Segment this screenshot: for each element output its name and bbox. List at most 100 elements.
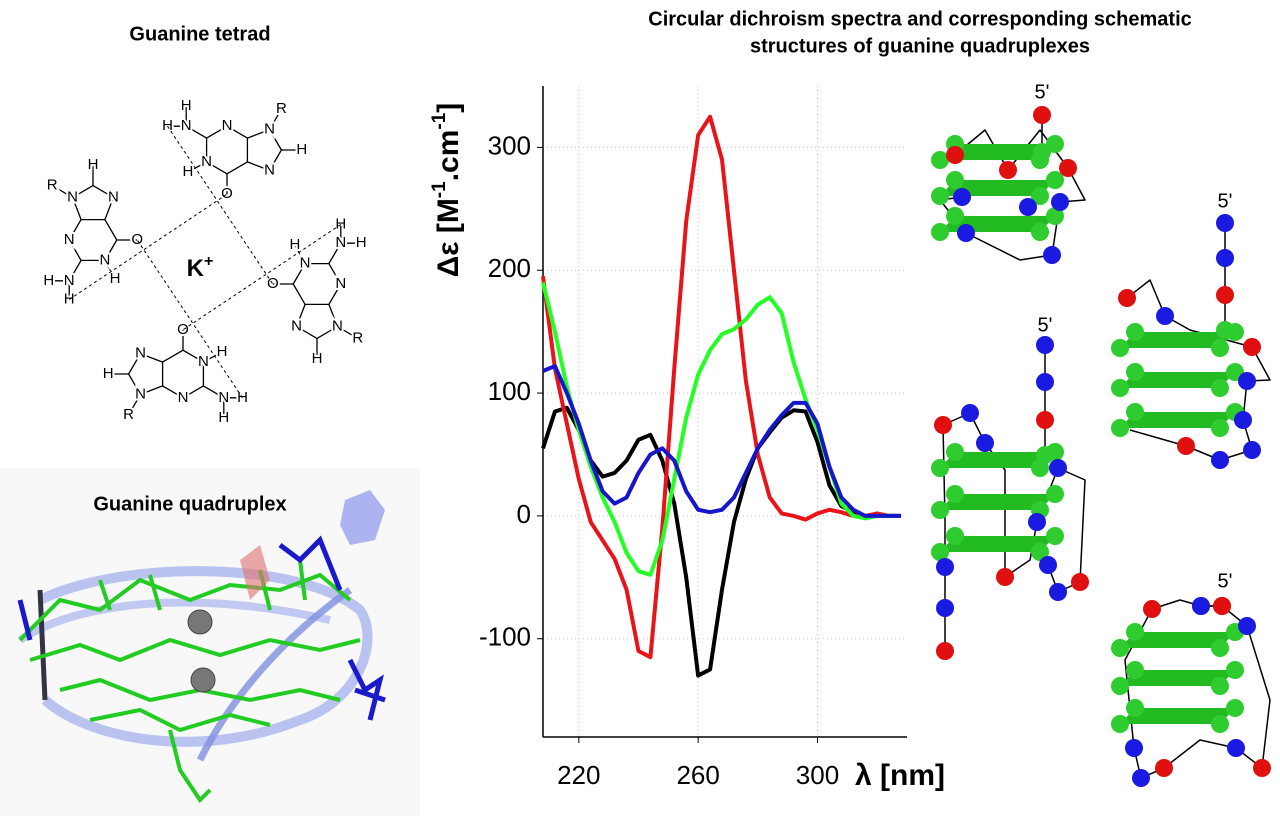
- strand-label: 5': [1218, 570, 1233, 592]
- guanine: [1031, 223, 1049, 241]
- nucleotide: [1238, 372, 1256, 390]
- bond: [104, 260, 116, 280]
- guanine: [1211, 677, 1229, 695]
- bond: [72, 185, 94, 199]
- guanine: [1126, 623, 1144, 641]
- atom-label: H: [218, 409, 229, 426]
- atom-label: N: [335, 275, 346, 292]
- atom-label: H: [88, 156, 99, 173]
- nucleotide: [1156, 307, 1174, 325]
- guanine: [1046, 207, 1064, 225]
- guanine: [1211, 339, 1229, 357]
- guanine: [1111, 339, 1129, 357]
- nucleotide: [1192, 597, 1210, 615]
- atom-label: R: [123, 406, 134, 423]
- nucleotide: [1216, 249, 1234, 267]
- nucleotide: [934, 416, 952, 434]
- bond: [187, 161, 207, 173]
- tetrad-title: Guanine tetrad: [129, 23, 270, 45]
- bond: [203, 351, 223, 363]
- bond: [71, 197, 82, 220]
- atom-label: O: [131, 231, 143, 248]
- bond: [226, 161, 248, 175]
- atom-label: N: [332, 317, 343, 334]
- nucleotide: [1051, 193, 1069, 211]
- atom-label: H: [103, 365, 114, 382]
- nucleotide: [1227, 739, 1245, 757]
- bond: [268, 149, 282, 171]
- hydrogen-bond: [182, 224, 342, 331]
- atom-label: N: [291, 317, 302, 334]
- x-axis-label: λ [nm]: [855, 759, 945, 792]
- atom-label: N: [181, 117, 192, 134]
- nucleotide: [1132, 769, 1150, 787]
- guanine: [1226, 661, 1244, 679]
- bond: [140, 385, 163, 396]
- nucleotide: [1213, 597, 1231, 615]
- tetrad-plane: [1120, 708, 1235, 724]
- tetrad-plane: [1120, 670, 1235, 686]
- guanine: [931, 151, 949, 169]
- bond: [292, 283, 306, 305]
- y-label-part: ]: [432, 103, 465, 113]
- nucleotide: [1039, 556, 1057, 574]
- guanine: [1126, 699, 1144, 717]
- guanine: [1211, 379, 1229, 397]
- bond: [162, 349, 184, 363]
- bond: [128, 373, 142, 395]
- nucleotide: [1049, 583, 1067, 601]
- atom-label: R: [352, 329, 363, 346]
- bond: [328, 242, 342, 264]
- guanine: [931, 543, 949, 561]
- bond: [295, 304, 306, 327]
- guanine: [1211, 419, 1229, 437]
- nucleotide: [1216, 286, 1234, 304]
- nucleotide: [1033, 143, 1051, 161]
- nucleotide: [1216, 214, 1234, 232]
- bond: [68, 239, 82, 261]
- bond: [268, 108, 282, 130]
- nucleotide: [936, 558, 954, 576]
- bond: [128, 353, 142, 375]
- atom-label: H: [181, 97, 192, 114]
- bond: [68, 260, 82, 282]
- guanine: [931, 501, 949, 519]
- atom-label: N: [64, 231, 75, 248]
- nucleotide: [946, 146, 964, 164]
- bond: [328, 304, 339, 327]
- guanine: [1111, 419, 1129, 437]
- atom-label: N: [300, 255, 311, 272]
- atom-label: O: [177, 321, 189, 338]
- nucleotide: [1238, 617, 1256, 635]
- guanine: [1126, 661, 1144, 679]
- atom-label: H: [296, 141, 307, 158]
- hydrogen-bond: [136, 239, 243, 399]
- hydrogen-bond: [167, 125, 274, 285]
- atom-label: N: [67, 188, 78, 205]
- atom-label: N: [135, 345, 146, 362]
- atom-label: N: [218, 389, 229, 406]
- y-label-part: Δε [M: [432, 198, 465, 277]
- bond: [337, 325, 359, 339]
- bond: [292, 263, 306, 285]
- guanine: [1126, 363, 1144, 381]
- bond: [128, 394, 142, 416]
- atom-label: H: [43, 272, 54, 289]
- nucleotide: [1211, 451, 1229, 469]
- atom-label: N: [135, 385, 146, 402]
- atom-label: H: [162, 117, 173, 134]
- tetrad-plane: [940, 452, 1055, 468]
- atom-label: H: [110, 270, 121, 287]
- y-axis-label: Δε [M-1.cm-1]: [429, 103, 465, 278]
- bond: [68, 219, 82, 241]
- bond: [247, 161, 270, 172]
- nucleotide: [1036, 411, 1054, 429]
- nucleotide: [1059, 159, 1077, 177]
- atom-label: N: [64, 272, 75, 289]
- guanine: [1111, 677, 1129, 695]
- atom-label: H: [356, 234, 367, 251]
- tetrad-plane: [940, 536, 1055, 552]
- nucleotide: [1216, 321, 1234, 339]
- guanine: [931, 187, 949, 205]
